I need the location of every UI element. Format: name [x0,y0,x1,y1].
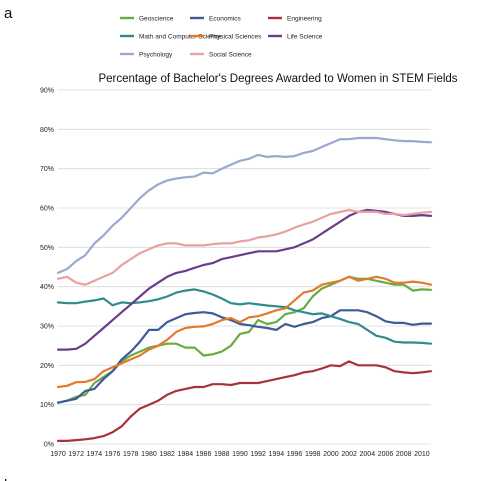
y-tick-label: 50% [40,245,54,252]
series-line-math-and-computer-science [56,288,433,345]
y-tick-label: 20% [40,363,54,370]
x-axis-ticks: 1970 1972 1974 1976 1978 1980 1982 1984 1986 1988… [50,451,430,458]
y-tick-label: 40% [40,284,54,291]
series-line-psychology [56,136,433,274]
series-line-life-science [56,208,433,351]
legend-label: Math and Computer Science [139,33,222,40]
legend-item-economics: Economics [190,15,242,22]
x-tick-label: 1974 [87,451,103,458]
y-tick-label: 60% [40,206,54,213]
x-tick-label: 1996 [287,451,303,458]
legend-label: Engineering [287,15,322,22]
x-tick-label: 1970 [50,451,66,458]
series-line-economics [56,309,433,404]
legend-label: Life Science [287,33,323,40]
legend-item-engineering: Engineering [268,15,322,22]
x-tick-label: 1988 [214,451,230,458]
x-tick-label: 1972 [68,451,84,458]
x-tick-label: 1982 [159,451,175,458]
x-tick-label: 1992 [250,451,266,458]
x-tick-label: 1986 [196,451,212,458]
legend-item-physical-sciences: Physical Sciences [190,33,262,40]
x-tick-label: 2008 [396,451,412,458]
y-tick-label: 90% [40,88,54,95]
series-line-engineering [56,360,433,442]
x-tick-label: 2004 [360,451,376,458]
legend-item-life-science: Life Science [268,33,323,40]
legend-label: Geoscience [139,15,174,22]
legend-label: Social Science [209,51,252,58]
series-line-physical-sciences [56,275,433,389]
y-tick-label: 70% [40,166,54,173]
legend-label: Psychology [139,51,173,58]
x-tick-label: 1980 [141,451,157,458]
legend-label: Economics [209,15,242,22]
y-tick-label: 80% [40,127,54,134]
y-tick-label: 0% [44,442,54,449]
legend-label: Physical Sciences [209,33,262,40]
legend-item-psychology: Psychology [120,51,173,58]
y-tick-label: 30% [40,324,54,331]
x-tick-label: 1994 [269,451,285,458]
x-tick-label: 2006 [378,451,394,458]
y-axis-ticks: 0% 10% 20% 30% 40% 50% 60% 70% 80% 90% [40,88,54,449]
panel-label-a: a [4,5,13,22]
panel-label-b: b [4,477,12,481]
legend-item-social-science: Social Science [190,51,252,58]
y-tick-label: 10% [40,402,54,409]
x-tick-label: 2002 [341,451,357,458]
x-tick-label: 2000 [323,451,339,458]
x-tick-label: 1998 [305,451,321,458]
grid [58,89,431,445]
series-line-social-science [56,208,433,286]
legend-item-geoscience: Geoscience [120,15,174,22]
x-tick-label: 2010 [414,451,430,458]
x-tick-label: 1976 [105,451,121,458]
x-tick-label: 1978 [123,451,139,458]
legend: Geoscience Economics Engineering Math and C… [120,15,323,58]
x-tick-label: 1984 [178,451,194,458]
series-lines [56,136,433,442]
x-tick-label: 1990 [232,451,248,458]
legend-item-math-and-computer-science: Math and Computer Science [120,33,222,40]
chart-title: Percentage of Bachelor's Degrees Awarded… [98,73,457,85]
